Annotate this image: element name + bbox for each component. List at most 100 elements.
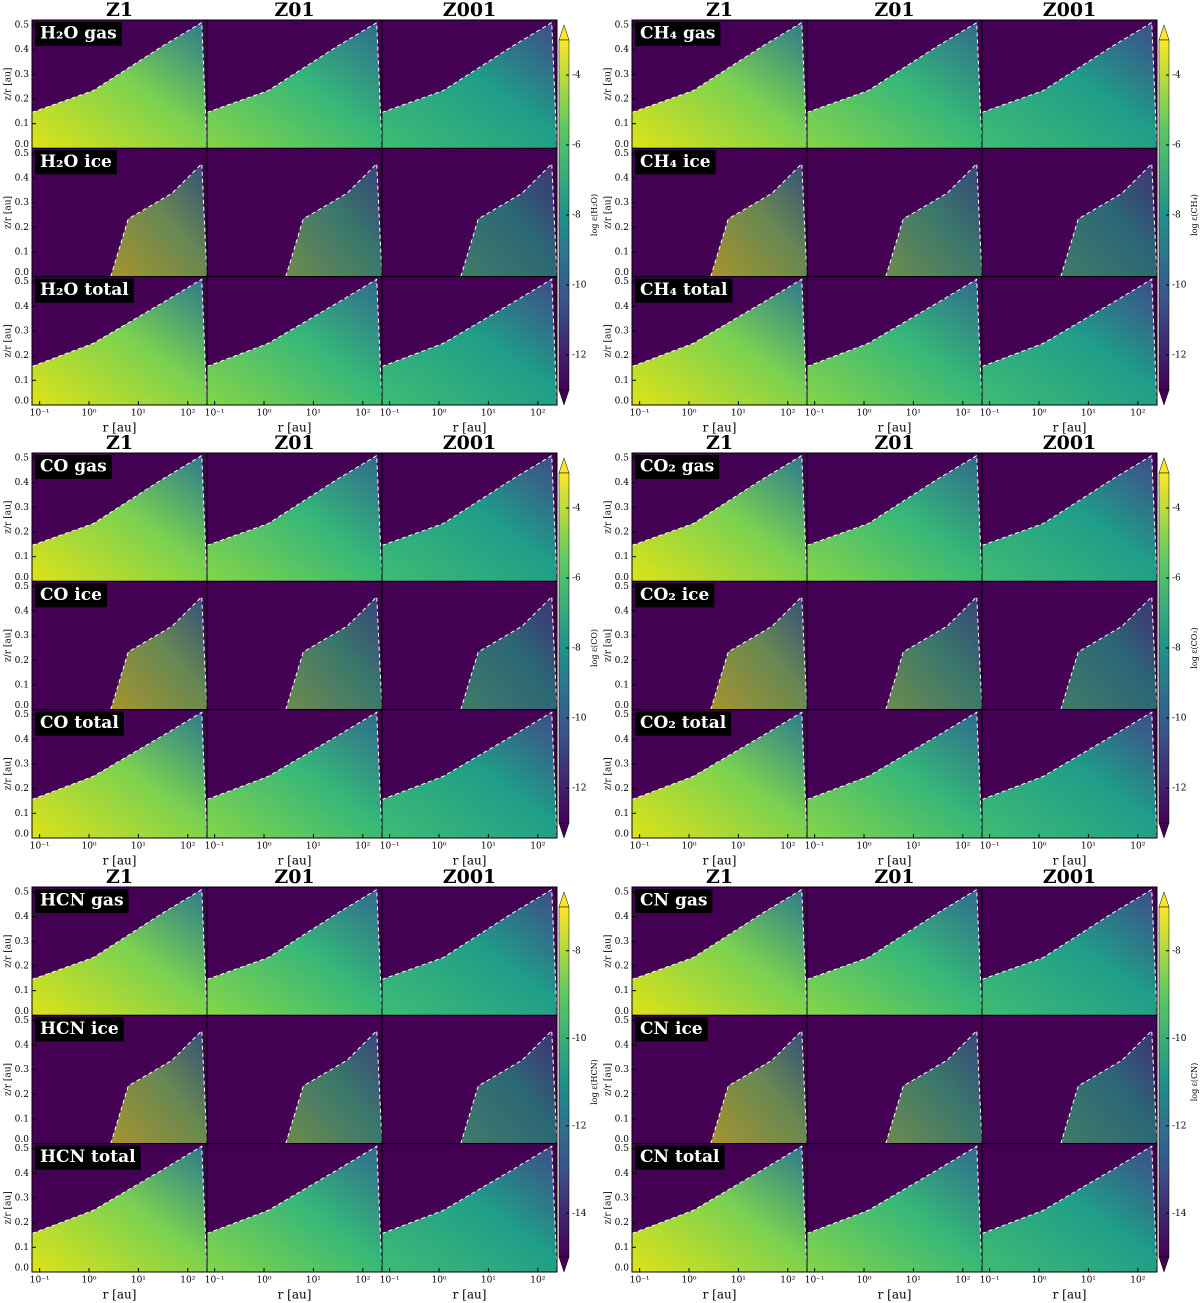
contour: [285, 162, 383, 277]
x-tick-label: 10²: [1130, 1275, 1145, 1285]
x-tick-label: 10¹: [1081, 841, 1096, 851]
column-header: Z01: [874, 866, 914, 888]
abundance-region: [382, 889, 557, 1016]
x-tick-label: 10⁻¹: [205, 1275, 225, 1285]
y-axis-label: z/r [au]: [4, 68, 14, 101]
abundance-region: [982, 712, 1157, 838]
y-tick-label: 0.5: [615, 1144, 630, 1154]
contour: [31, 888, 208, 1016]
contour: [981, 21, 1158, 149]
abundance-region: [32, 889, 207, 1016]
contour: [710, 1029, 808, 1144]
x-tick-label: 10⁻¹: [30, 841, 50, 851]
panel-frame: [981, 1143, 1158, 1273]
abundance-region: [807, 279, 982, 405]
colorbar-tick-label: -4: [572, 71, 581, 81]
x-tick-label: 10⁻¹: [380, 841, 400, 851]
y-tick-label: 0.0: [615, 396, 630, 406]
row-label-box: [635, 22, 721, 46]
colorbar-tick-label: -8: [572, 211, 581, 221]
x-tick-label: 10⁰: [681, 841, 696, 851]
y-tick-label: 0.5: [615, 582, 630, 592]
abundance-region: [632, 889, 807, 1016]
y-tick-label: 0.2: [15, 961, 29, 971]
abundance-region: [110, 163, 207, 277]
x-tick-label: 10¹: [481, 1275, 496, 1285]
contour: [110, 595, 208, 710]
abundance-region: [32, 455, 207, 582]
colorbar-cap: [1158, 389, 1170, 406]
abundance-region: [32, 22, 207, 149]
x-tick-label: 10²: [355, 841, 370, 851]
y-tick-label: 0.2: [15, 784, 29, 794]
y-tick-label: 0.5: [15, 453, 30, 463]
x-axis-label: r [au]: [878, 853, 912, 867]
y-tick-label: 0.1: [615, 247, 629, 257]
x-tick-label: 10⁻¹: [630, 841, 650, 851]
y-tick-label: 0.1: [615, 119, 629, 129]
y-tick-label: 0.4: [15, 478, 30, 488]
contour: [31, 21, 208, 149]
colorbar-tick-label: -10: [1172, 1034, 1187, 1044]
x-tick-label: 10²: [955, 841, 970, 851]
contour: [806, 888, 983, 1016]
y-tick-label: 0.0: [615, 1263, 630, 1273]
x-tick-label: 10¹: [1081, 408, 1096, 418]
column-header: Z01: [274, 0, 314, 21]
y-tick-label: 0.0: [15, 1135, 30, 1145]
row-label-box: [35, 889, 129, 913]
row-label: H₂O ice: [40, 152, 112, 172]
x-tick-label: 10²: [530, 408, 545, 418]
contour: [206, 888, 383, 1016]
y-tick-label: 0.4: [615, 302, 630, 312]
colorbar-tick-label: -10: [1172, 714, 1187, 724]
abundance-region: [382, 279, 557, 405]
abundance-region: [285, 596, 382, 710]
y-tick-label: 0.5: [15, 1016, 30, 1026]
x-axis-label: r [au]: [703, 1287, 737, 1301]
abundance-region: [32, 712, 207, 838]
contour: [981, 888, 1158, 1016]
panel-frame: [381, 709, 558, 839]
y-tick-label: 0.5: [615, 1016, 630, 1026]
x-tick-label: 10¹: [481, 841, 496, 851]
colorbar-tick-label: -8: [1172, 946, 1181, 956]
abundance-region: [982, 279, 1157, 405]
colorbar-label: log ε(H₂O): [590, 194, 599, 236]
x-tick-label: 10²: [355, 408, 370, 418]
y-tick-label: 0.0: [615, 140, 630, 150]
column-header: Z001: [1043, 866, 1097, 888]
row-label: CO gas: [40, 457, 107, 477]
contour: [885, 595, 983, 710]
y-tick-label: 0.2: [615, 784, 629, 794]
y-tick-label: 0.5: [15, 20, 30, 30]
contour: [381, 21, 558, 149]
y-tick-label: 0.4: [15, 1040, 30, 1050]
y-tick-label: 0.0: [615, 573, 630, 583]
abundance-region: [982, 889, 1157, 1016]
contour: [1060, 162, 1158, 277]
colorbar-tick-label: -8: [1172, 211, 1181, 221]
x-axis-label: r [au]: [1053, 853, 1087, 867]
y-tick-label: 0.5: [615, 453, 630, 463]
y-axis-label: z/r [au]: [4, 196, 14, 229]
y-tick-label: 0.3: [615, 503, 630, 513]
colorbar-cap: [1158, 1256, 1170, 1273]
contour: [1060, 1029, 1158, 1144]
y-tick-label: 0.1: [615, 1243, 629, 1253]
colorbar-tick-label: -10: [1172, 281, 1187, 291]
y-tick-label: 0.4: [615, 1169, 630, 1179]
y-tick-label: 0.1: [615, 680, 629, 690]
y-tick-label: 0.2: [15, 656, 29, 666]
row-label: CN gas: [640, 891, 707, 911]
contour: [285, 595, 383, 710]
x-tick-label: 10¹: [131, 841, 146, 851]
column-header: Z001: [443, 0, 497, 21]
contour: [460, 595, 558, 710]
y-tick-label: 0.3: [15, 937, 30, 947]
row-label: CN ice: [640, 1019, 703, 1039]
abundance-region: [982, 1146, 1157, 1272]
colorbar-tick-label: -10: [572, 714, 587, 724]
contour: [110, 162, 208, 277]
column-header: Z1: [706, 432, 733, 454]
